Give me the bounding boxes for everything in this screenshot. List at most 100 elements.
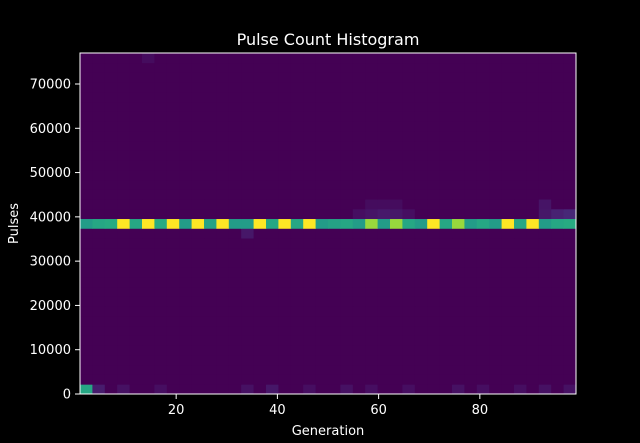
heatmap-cell [315,130,329,142]
heatmap-cell [142,91,155,103]
heatmap-cell [328,267,341,278]
heatmap-cell [377,72,391,83]
heatmap-cell [315,257,329,268]
heatmap-cell [476,160,490,171]
heatmap-cell [154,364,168,375]
heatmap-cell [80,82,93,93]
heatmap-cell [80,150,93,161]
heatmap-cell [80,364,93,375]
heatmap-cell [290,140,304,151]
heatmap-cell [166,189,180,200]
heatmap-cell [129,208,143,220]
heatmap-cell [278,374,292,385]
heatmap-cell [179,62,192,73]
heatmap-cell [228,257,242,268]
heatmap-cell [129,160,143,171]
heatmap-cell [228,130,242,142]
heatmap-cell [489,277,502,288]
heatmap-cell [303,316,316,327]
heatmap-cell [266,150,279,161]
heatmap-cell [241,160,254,171]
heatmap-cell [501,325,515,336]
heatmap-cell [266,53,279,64]
heatmap-cell [526,316,540,327]
heatmap-cell [489,247,502,258]
heatmap-cell [166,384,180,395]
heatmap-cell [104,169,118,181]
heatmap-cell [179,179,192,190]
heatmap-cell [328,218,341,229]
heatmap-cell [142,296,155,307]
heatmap-cell [538,140,552,151]
heatmap-cell [117,355,130,366]
heatmap-cell [241,218,254,229]
heatmap-cell [464,101,478,112]
heatmap-cell [452,199,465,210]
heatmap-cell [526,257,540,268]
heatmap-cell [551,325,564,336]
heatmap-cell [340,316,354,327]
heatmap-cell [538,247,552,258]
heatmap-cell [402,130,416,142]
heatmap-cell [489,189,502,200]
heatmap-cell [290,150,304,161]
heatmap-cell [340,179,354,190]
heatmap-cell [328,130,341,142]
heatmap-cell [427,374,440,385]
heatmap-cell [526,53,540,64]
heatmap-cell [216,140,230,151]
heatmap-cell [551,140,564,151]
heatmap-cell [390,374,403,385]
heatmap-cell [104,62,118,73]
heatmap-cell [414,228,428,239]
heatmap-cell [166,169,180,181]
heatmap-cell [253,111,267,122]
heatmap-cell [104,364,118,375]
heatmap-cell [315,325,329,336]
heatmap-cell [489,267,502,278]
heatmap-cell [439,101,453,112]
heatmap-cell [551,374,564,385]
heatmap-cell [402,189,416,200]
heatmap-cell [204,130,217,142]
heatmap-cell [352,238,366,249]
heatmap-cell [179,189,192,200]
heatmap-cell [340,199,354,210]
heatmap-cell [92,130,106,142]
heatmap-cell [538,267,552,278]
heatmap-cell [501,277,515,288]
heatmap-cell [414,121,428,132]
heatmap-cell [228,267,242,278]
heatmap-cell [551,169,564,181]
heatmap-cell [476,169,490,181]
heatmap-cell [501,121,515,132]
heatmap-cell [538,121,552,132]
heatmap-cell [352,374,366,385]
heatmap-cell [266,140,279,151]
heatmap-cell [476,199,490,210]
heatmap-cell [154,228,168,239]
heatmap-cell [538,111,552,122]
heatmap-cell [377,121,391,132]
heatmap-cell [315,364,329,375]
heatmap-cell [489,316,502,327]
heatmap-cell [216,199,230,210]
heatmap-cell [414,150,428,161]
heatmap-cell [191,384,205,395]
heatmap-cell [414,72,428,83]
heatmap-cell [104,267,118,278]
heatmap-cell [489,101,502,112]
heatmap-cell [278,121,292,132]
heatmap-cell [514,91,527,103]
heatmap-cell [439,355,453,366]
heatmap-cell [514,238,527,249]
heatmap-cell [476,53,490,64]
heatmap-cell [179,53,192,64]
heatmap-cell [228,238,242,249]
heatmap-cell [92,355,106,366]
heatmap-cell [241,179,254,190]
heatmap-cell [489,199,502,210]
heatmap-cell [154,374,168,385]
heatmap-cell [104,257,118,268]
heatmap-cell [290,208,304,220]
